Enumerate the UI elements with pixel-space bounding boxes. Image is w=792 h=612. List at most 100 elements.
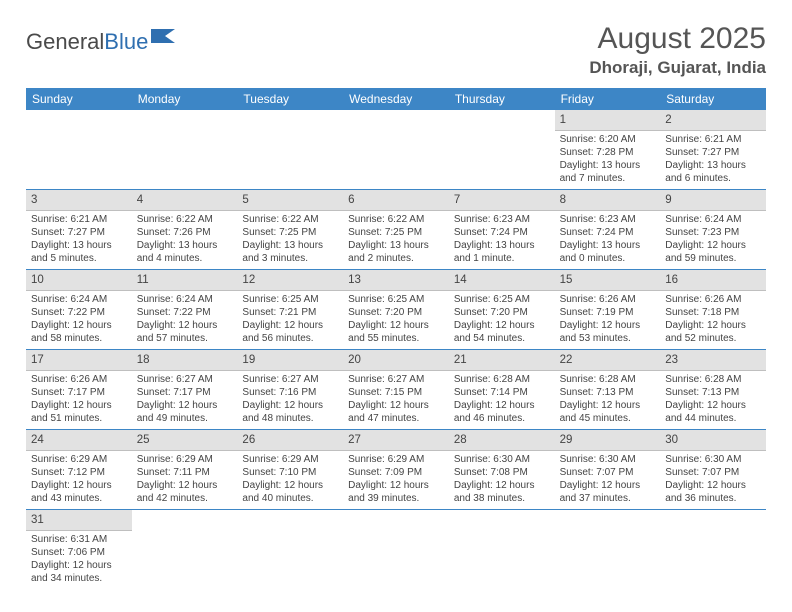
sunrise-text: Sunrise: 6:25 AM (242, 293, 338, 306)
sunset-text: Sunset: 7:19 PM (560, 306, 656, 319)
day-number: 18 (132, 350, 238, 371)
sunset-text: Sunset: 7:27 PM (31, 226, 127, 239)
day-cell (660, 510, 766, 589)
sunset-text: Sunset: 7:22 PM (137, 306, 233, 319)
day-number: 7 (449, 190, 555, 211)
day-number: 12 (237, 270, 343, 291)
day-number: 24 (26, 430, 132, 451)
daylight-text: Daylight: 12 hours and 38 minutes. (454, 479, 550, 505)
week-row: 31Sunrise: 6:31 AMSunset: 7:06 PMDayligh… (26, 510, 766, 589)
sunset-text: Sunset: 7:11 PM (137, 466, 233, 479)
sunset-text: Sunset: 7:24 PM (454, 226, 550, 239)
day-cell (343, 510, 449, 589)
day-cell: 20Sunrise: 6:27 AMSunset: 7:15 PMDayligh… (343, 350, 449, 429)
sunrise-text: Sunrise: 6:20 AM (560, 133, 656, 146)
daylight-text: Daylight: 12 hours and 48 minutes. (242, 399, 338, 425)
sunrise-text: Sunrise: 6:22 AM (137, 213, 233, 226)
day-cell (132, 510, 238, 589)
day-cell: 16Sunrise: 6:26 AMSunset: 7:18 PMDayligh… (660, 270, 766, 349)
sunrise-text: Sunrise: 6:31 AM (31, 533, 127, 546)
sunset-text: Sunset: 7:23 PM (665, 226, 761, 239)
sunset-text: Sunset: 7:20 PM (348, 306, 444, 319)
daylight-text: Daylight: 12 hours and 58 minutes. (31, 319, 127, 345)
logo-text-b: Blue (104, 29, 148, 55)
day-number: 16 (660, 270, 766, 291)
day-cell: 29Sunrise: 6:30 AMSunset: 7:07 PMDayligh… (555, 430, 661, 509)
daylight-text: Daylight: 12 hours and 42 minutes. (137, 479, 233, 505)
sunset-text: Sunset: 7:25 PM (242, 226, 338, 239)
sunset-text: Sunset: 7:17 PM (137, 386, 233, 399)
daylight-text: Daylight: 12 hours and 56 minutes. (242, 319, 338, 345)
sunrise-text: Sunrise: 6:21 AM (665, 133, 761, 146)
sunrise-text: Sunrise: 6:27 AM (242, 373, 338, 386)
sunset-text: Sunset: 7:27 PM (665, 146, 761, 159)
sunset-text: Sunset: 7:20 PM (454, 306, 550, 319)
sunset-text: Sunset: 7:13 PM (665, 386, 761, 399)
sunrise-text: Sunrise: 6:24 AM (31, 293, 127, 306)
day-number: 20 (343, 350, 449, 371)
daylight-text: Daylight: 13 hours and 1 minute. (454, 239, 550, 265)
daylight-text: Daylight: 12 hours and 54 minutes. (454, 319, 550, 345)
day-number: 4 (132, 190, 238, 211)
sunset-text: Sunset: 7:10 PM (242, 466, 338, 479)
day-number: 17 (26, 350, 132, 371)
sunrise-text: Sunrise: 6:29 AM (348, 453, 444, 466)
day-cell: 14Sunrise: 6:25 AMSunset: 7:20 PMDayligh… (449, 270, 555, 349)
day-cell: 12Sunrise: 6:25 AMSunset: 7:21 PMDayligh… (237, 270, 343, 349)
day-cell: 6Sunrise: 6:22 AMSunset: 7:25 PMDaylight… (343, 190, 449, 269)
day-number: 6 (343, 190, 449, 211)
sunset-text: Sunset: 7:22 PM (31, 306, 127, 319)
day-cell: 13 Sunrise: 6:25 AMSunset: 7:20 PMDayligh… (343, 270, 449, 349)
day-cell: 31Sunrise: 6:31 AMSunset: 7:06 PMDayligh… (26, 510, 132, 589)
sunrise-text: Sunrise: 6:26 AM (560, 293, 656, 306)
daylight-text: Daylight: 13 hours and 7 minutes. (560, 159, 656, 185)
day-number: 30 (660, 430, 766, 451)
flag-icon (150, 28, 178, 46)
day-cell: 10Sunrise: 6:24 AMSunset: 7:22 PMDayligh… (26, 270, 132, 349)
sunrise-text: Sunrise: 6:28 AM (454, 373, 550, 386)
daylight-text: Daylight: 13 hours and 3 minutes. (242, 239, 338, 265)
daylight-text: Daylight: 12 hours and 34 minutes. (31, 559, 127, 585)
day-cell: 26Sunrise: 6:29 AMSunset: 7:10 PMDayligh… (237, 430, 343, 509)
day-number: 21 (449, 350, 555, 371)
sunset-text: Sunset: 7:15 PM (348, 386, 444, 399)
dow-sunday: Sunday (26, 88, 132, 110)
days-of-week-row: Sunday Monday Tuesday Wednesday Thursday… (26, 88, 766, 110)
sunrise-text: Sunrise: 6:30 AM (560, 453, 656, 466)
day-number: 11 (132, 270, 238, 291)
sunrise-text: Sunrise: 6:28 AM (665, 373, 761, 386)
dow-tuesday: Tuesday (237, 88, 343, 110)
sunset-text: Sunset: 7:18 PM (665, 306, 761, 319)
week-row: 17Sunrise: 6:26 AMSunset: 7:17 PMDayligh… (26, 350, 766, 430)
daylight-text: Daylight: 13 hours and 6 minutes. (665, 159, 761, 185)
day-number: 23 (660, 350, 766, 371)
sunrise-text: Sunrise: 6:21 AM (31, 213, 127, 226)
sunrise-text: Sunrise: 6:28 AM (560, 373, 656, 386)
day-cell: 28Sunrise: 6:30 AMSunset: 7:08 PMDayligh… (449, 430, 555, 509)
sunset-text: Sunset: 7:24 PM (560, 226, 656, 239)
sunset-text: Sunset: 7:14 PM (454, 386, 550, 399)
weeks-container: 1Sunrise: 6:20 AMSunset: 7:28 PMDaylight… (26, 110, 766, 589)
day-number: 13 (343, 270, 449, 291)
day-cell (237, 110, 343, 189)
day-cell (237, 510, 343, 589)
daylight-text: Daylight: 12 hours and 55 minutes. (348, 319, 444, 345)
week-row: 3Sunrise: 6:21 AMSunset: 7:27 PMDaylight… (26, 190, 766, 270)
daylight-text: Daylight: 12 hours and 40 minutes. (242, 479, 338, 505)
day-number: 22 (555, 350, 661, 371)
day-cell: 27Sunrise: 6:29 AMSunset: 7:09 PMDayligh… (343, 430, 449, 509)
brand-logo: GeneralBlue (26, 22, 178, 56)
day-cell: 1 Sunrise: 6:20 AMSunset: 7:28 PMDaylight… (555, 110, 661, 189)
sunset-text: Sunset: 7:08 PM (454, 466, 550, 479)
sunset-text: Sunset: 7:28 PM (560, 146, 656, 159)
week-row: 1Sunrise: 6:20 AMSunset: 7:28 PMDaylight… (26, 110, 766, 190)
day-cell: 7Sunrise: 6:23 AMSunset: 7:24 PMDaylight… (449, 190, 555, 269)
day-cell: 30Sunrise: 6:30 AMSunset: 7:07 PMDayligh… (660, 430, 766, 509)
daylight-text: Daylight: 12 hours and 44 minutes. (665, 399, 761, 425)
day-number: 1 (555, 110, 661, 131)
daylight-text: Daylight: 12 hours and 57 minutes. (137, 319, 233, 345)
day-cell: 3Sunrise: 6:21 AMSunset: 7:27 PMDaylight… (26, 190, 132, 269)
location-label: Dhoraji, Gujarat, India (589, 58, 766, 78)
sunrise-text: Sunrise: 6:25 AM (348, 293, 444, 306)
day-cell: 17Sunrise: 6:26 AMSunset: 7:17 PMDayligh… (26, 350, 132, 429)
